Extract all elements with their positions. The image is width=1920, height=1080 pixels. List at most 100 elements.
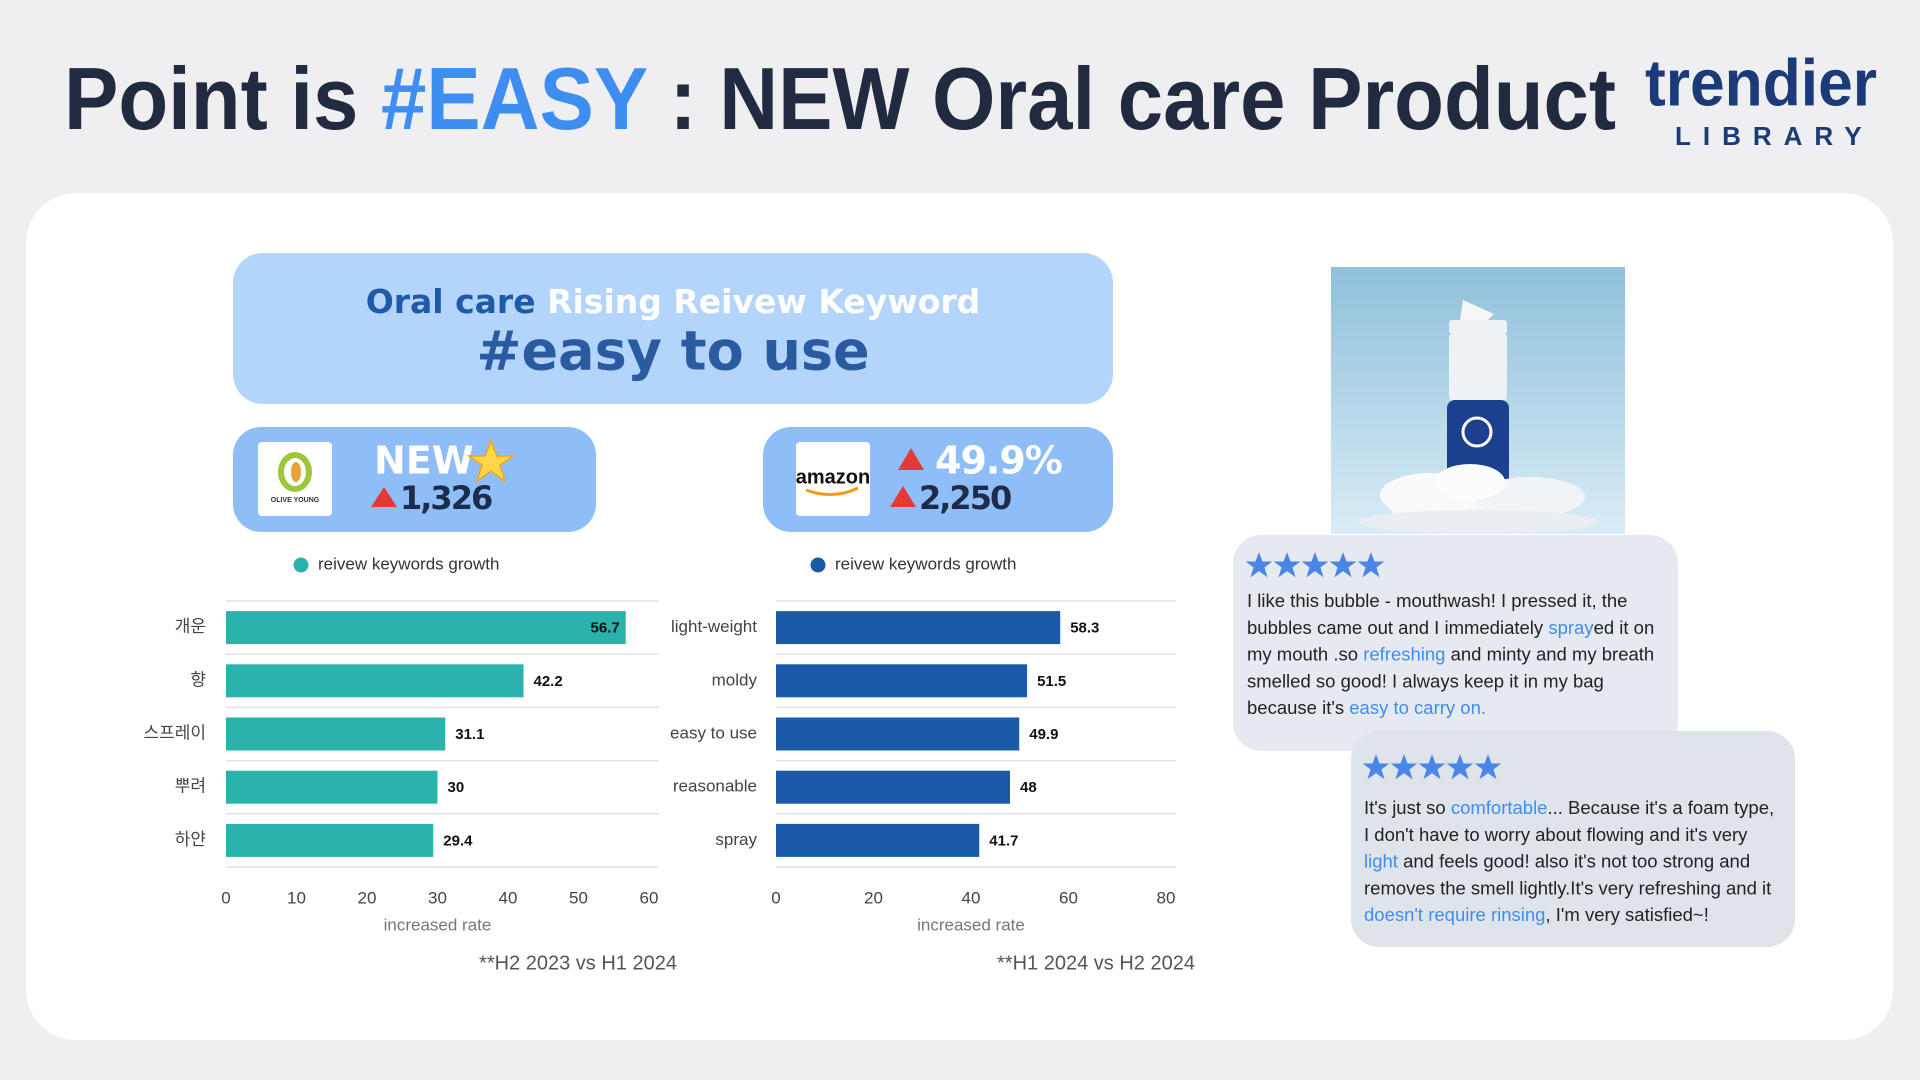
x-axis-title: increased rate bbox=[917, 915, 1025, 934]
logo-icon bbox=[278, 452, 312, 492]
bar bbox=[776, 823, 980, 857]
logo-icon bbox=[805, 486, 859, 496]
review-highlight: light bbox=[1364, 850, 1398, 871]
y-tick-label: 뿌려 bbox=[175, 777, 206, 796]
x-axis-title: increased rate bbox=[384, 915, 492, 934]
y-tick-label: 향 bbox=[190, 670, 206, 689]
data-label: 42.2 bbox=[534, 673, 563, 690]
up-icon bbox=[890, 486, 916, 507]
x-tick-label: 50 bbox=[569, 888, 588, 907]
badge-headline: NEW bbox=[374, 439, 474, 483]
bar bbox=[776, 611, 1061, 645]
review-highlight: comfortable bbox=[1451, 797, 1548, 818]
review-text: It's just so bbox=[1364, 797, 1451, 818]
review-text: , I'm very satisfied~! bbox=[1545, 904, 1708, 925]
logo-icon bbox=[291, 462, 301, 482]
title-highlight: #EASY bbox=[381, 49, 648, 148]
y-tick-label: 개운 bbox=[175, 617, 206, 636]
review-highlight: refreshing bbox=[1363, 643, 1445, 664]
banner-line: Oral care Rising Reivew Keyword bbox=[366, 282, 981, 321]
review-line: light and feels good! also it's not too … bbox=[1364, 850, 1750, 871]
review-line: my mouth .so refreshing and minty and my… bbox=[1247, 643, 1654, 664]
y-tick-label: easy to use bbox=[670, 723, 757, 742]
title-text: : NEW Oral care Product bbox=[669, 49, 1616, 148]
data-label: 48 bbox=[1020, 779, 1037, 796]
logo-sub: LIBRARY bbox=[1675, 121, 1874, 151]
up-icon bbox=[371, 487, 397, 507]
review-card bbox=[1233, 535, 1678, 751]
x-tick-label: 80 bbox=[1157, 888, 1176, 907]
bar bbox=[226, 611, 626, 645]
data-label: 58.3 bbox=[1070, 620, 1099, 637]
review-text: I don't have to worry about flowing and … bbox=[1364, 824, 1748, 845]
data-label: 49.9 bbox=[1029, 726, 1058, 743]
product-photo bbox=[1331, 267, 1625, 534]
x-tick-label: 40 bbox=[962, 888, 981, 907]
review-text: bubbles came out and I immediately bbox=[1247, 617, 1548, 638]
title-text: Point is bbox=[64, 49, 358, 148]
data-label: 41.7 bbox=[989, 832, 1018, 849]
legend-label: reivew keywords growth bbox=[318, 554, 499, 573]
badge-headline: 49.9% bbox=[935, 439, 1062, 483]
review-text: ... Because it's a foam type, bbox=[1547, 797, 1774, 818]
y-tick-label: 하얀 bbox=[175, 830, 207, 849]
badge-count: 2,250 bbox=[919, 479, 1011, 517]
y-tick-label: 스프레이 bbox=[143, 723, 206, 742]
review-text: and feels good! also it's not too strong… bbox=[1398, 850, 1750, 871]
review-line: removes the smell lightly.It's very refr… bbox=[1364, 877, 1771, 898]
review-text: removes the smell lightly.It's very refr… bbox=[1364, 877, 1771, 898]
data-label: 31.1 bbox=[455, 726, 484, 743]
x-tick-label: 0 bbox=[221, 888, 230, 907]
review-text: because it's bbox=[1247, 697, 1349, 718]
y-tick-label: moldy bbox=[712, 670, 758, 689]
banner-text: Rising Reivew Keyword bbox=[547, 282, 980, 321]
review-text: ed it on bbox=[1594, 617, 1655, 638]
review-card bbox=[1351, 731, 1795, 947]
x-tick-label: 0 bbox=[771, 888, 780, 907]
y-tick-label: light-weight bbox=[671, 617, 757, 636]
x-tick-label: 60 bbox=[640, 888, 659, 907]
review-text: smelled so good! I always keep it in my … bbox=[1247, 670, 1604, 691]
bar bbox=[226, 717, 446, 751]
review-line: doesn't require rinsing, I'm very satisf… bbox=[1364, 904, 1709, 925]
badge-count: 1,326 bbox=[400, 479, 492, 517]
banner-keyword: #easy to use bbox=[476, 320, 869, 383]
logo-box bbox=[796, 442, 870, 516]
review-highlight: easy to carry on. bbox=[1349, 697, 1486, 718]
x-tick-label: 60 bbox=[1059, 888, 1078, 907]
review-text: my mouth .so bbox=[1247, 643, 1363, 664]
review-text: I like this bubble - mouthwash! I presse… bbox=[1247, 590, 1627, 611]
page-title: Point is #EASY : NEW Oral care Product bbox=[64, 49, 1616, 148]
chart-note: **H1 2024 vs H2 2024 bbox=[997, 952, 1195, 974]
x-tick-label: 20 bbox=[864, 888, 883, 907]
data-label: 30 bbox=[448, 779, 465, 796]
bar bbox=[226, 770, 438, 804]
review-line: I don't have to worry about flowing and … bbox=[1364, 824, 1748, 845]
x-tick-label: 40 bbox=[499, 888, 518, 907]
review-line: bubbles came out and I immediately spray… bbox=[1247, 617, 1654, 638]
review-line: It's just so comfortable... Because it's… bbox=[1364, 797, 1774, 818]
legend-marker bbox=[810, 557, 826, 573]
bar bbox=[226, 664, 524, 698]
x-tick-label: 30 bbox=[428, 888, 447, 907]
review-line: I like this bubble - mouthwash! I presse… bbox=[1247, 590, 1627, 611]
bar bbox=[776, 717, 1020, 751]
bar bbox=[226, 823, 434, 857]
y-tick-label: spray bbox=[715, 830, 757, 849]
review-highlight: doesn't require rinsing bbox=[1364, 904, 1545, 925]
star-icon bbox=[466, 438, 516, 483]
chart-note: **H2 2023 vs H1 2024 bbox=[479, 952, 677, 974]
data-label: 29.4 bbox=[443, 832, 473, 849]
banner-text: Oral care bbox=[366, 282, 536, 321]
logo-main: trendier bbox=[1645, 45, 1877, 119]
up-icon bbox=[898, 448, 924, 470]
review-line: smelled so good! I always keep it in my … bbox=[1247, 670, 1604, 691]
review-line: because it's easy to carry on. bbox=[1247, 697, 1486, 718]
review-highlight: spray bbox=[1548, 617, 1594, 638]
logo-text: amazon bbox=[796, 466, 870, 488]
data-label: 51.5 bbox=[1037, 673, 1066, 690]
banner bbox=[233, 253, 1113, 404]
bar bbox=[776, 770, 1010, 804]
data-label: 56.7 bbox=[591, 620, 620, 637]
